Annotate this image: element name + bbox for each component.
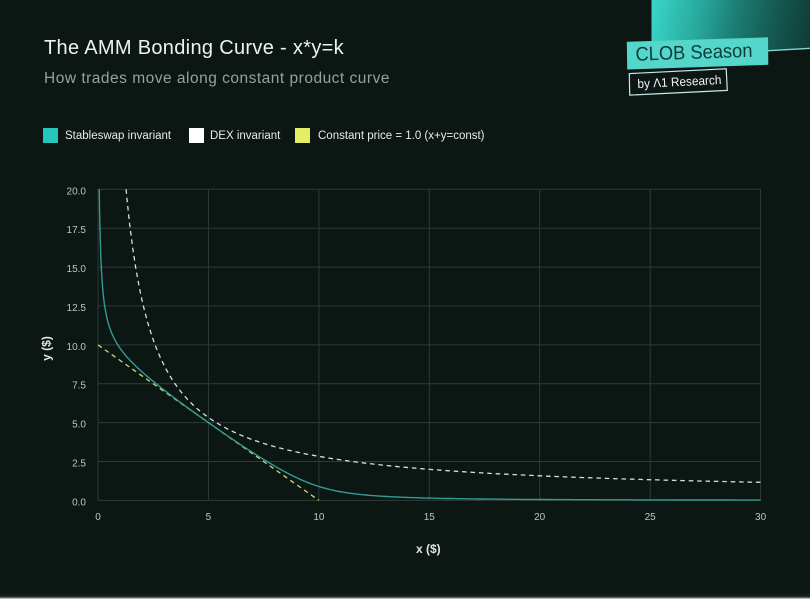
- svg-text:15: 15: [424, 512, 436, 523]
- svg-text:5: 5: [206, 512, 212, 523]
- svg-text:2.5: 2.5: [72, 459, 86, 470]
- svg-text:10.0: 10.0: [67, 342, 87, 353]
- svg-text:by Λ1 Research: by Λ1 Research: [637, 73, 722, 91]
- svg-text:20.0: 20.0: [67, 186, 87, 197]
- svg-text:25: 25: [645, 512, 657, 523]
- svg-text:0: 0: [95, 512, 101, 523]
- svg-text:20: 20: [534, 512, 546, 523]
- svg-text:CLOB Season: CLOB Season: [635, 40, 753, 66]
- svg-text:5.0: 5.0: [72, 420, 86, 431]
- svg-text:10: 10: [313, 512, 325, 523]
- svg-text:15.0: 15.0: [67, 264, 87, 275]
- svg-text:12.5: 12.5: [67, 303, 87, 314]
- svg-text:17.5: 17.5: [67, 225, 87, 236]
- svg-text:0.0: 0.0: [72, 497, 86, 508]
- svg-text:y ($): y ($): [40, 336, 54, 361]
- svg-text:7.5: 7.5: [72, 381, 86, 392]
- svg-text:30: 30: [755, 512, 767, 523]
- svg-text:x ($): x ($): [416, 542, 441, 556]
